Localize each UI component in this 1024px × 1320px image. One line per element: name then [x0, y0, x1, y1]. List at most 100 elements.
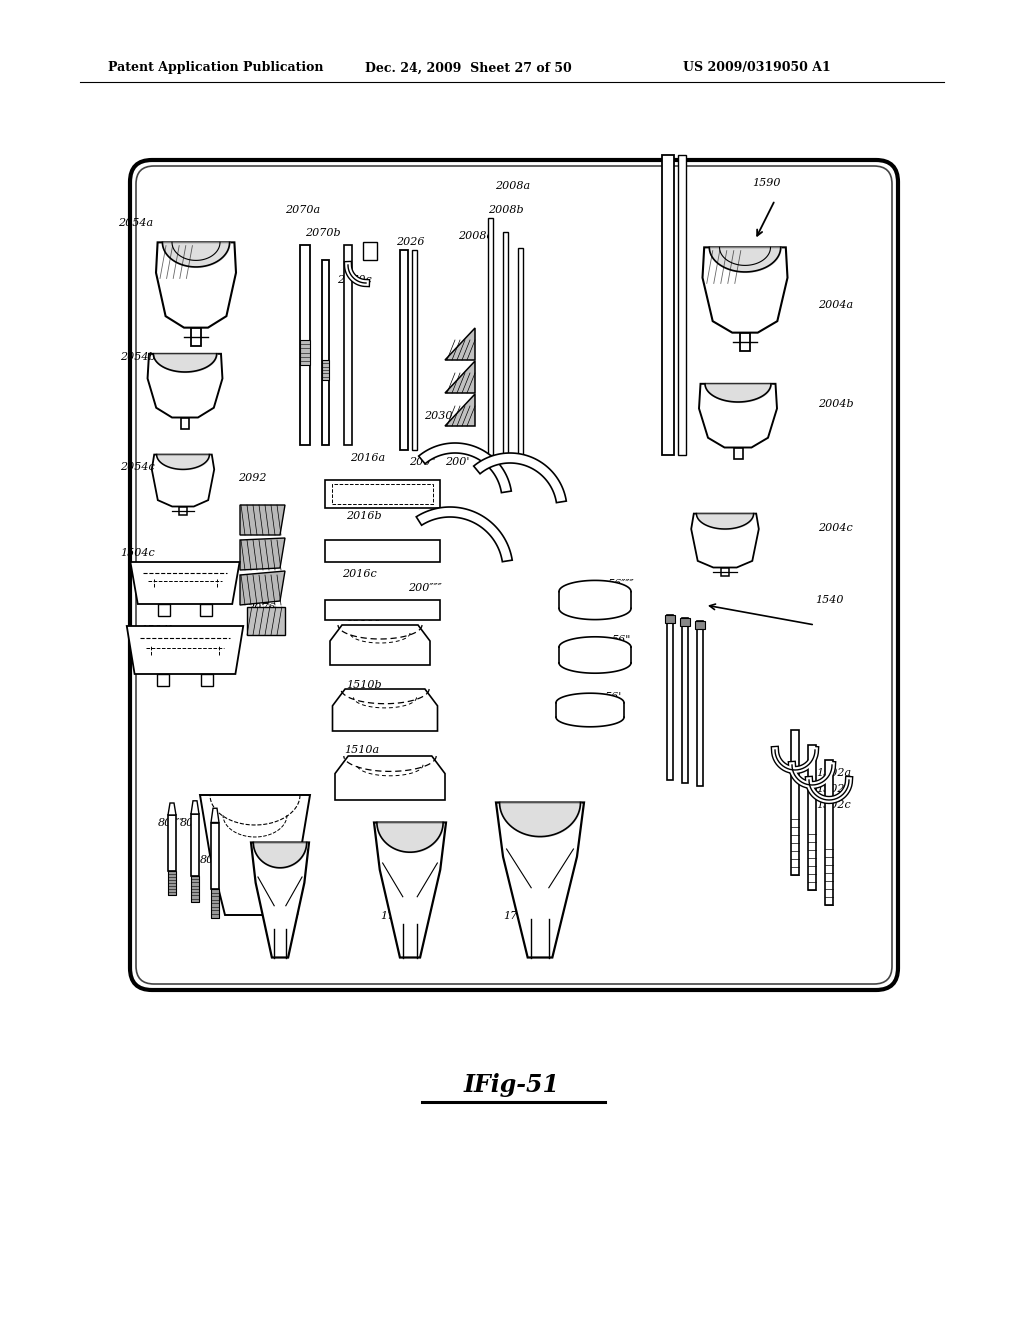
Polygon shape [374, 822, 446, 957]
Polygon shape [168, 803, 176, 814]
Bar [179, 507, 186, 515]
Text: 2008b: 2008b [488, 205, 523, 215]
Bar [322, 260, 329, 445]
Text: 1504c: 1504c [120, 548, 155, 558]
Text: 2054b: 2054b [120, 352, 156, 362]
Text: 2016a: 2016a [350, 453, 385, 463]
Bar [211, 888, 219, 917]
FancyBboxPatch shape [130, 160, 898, 990]
Bar [300, 341, 310, 366]
Text: 2004a: 2004a [818, 300, 853, 310]
Polygon shape [156, 243, 236, 327]
Text: 1540: 1540 [815, 595, 844, 605]
Bar [733, 447, 742, 459]
Bar [825, 760, 833, 906]
Bar [325, 601, 440, 620]
Polygon shape [496, 803, 584, 957]
Text: 80": 80" [180, 818, 200, 828]
Text: 2016c: 2016c [342, 569, 377, 579]
Polygon shape [419, 444, 511, 492]
Text: 56": 56" [612, 635, 632, 645]
Text: 2070a: 2070a [285, 205, 321, 215]
Text: 1510b: 1510b [346, 680, 382, 690]
Bar [362, 242, 377, 260]
Text: 2016b: 2016b [346, 511, 382, 521]
Text: 1510a: 1510a [344, 744, 379, 755]
Text: 1504b: 1504b [140, 624, 176, 635]
Text: 80': 80' [200, 855, 217, 865]
Text: 200': 200' [445, 457, 469, 467]
Bar [680, 618, 690, 626]
Polygon shape [147, 354, 222, 417]
Text: 1700c: 1700c [264, 911, 299, 921]
Text: 1700a: 1700a [503, 911, 539, 921]
Bar [517, 248, 522, 455]
Text: 1700b: 1700b [380, 911, 416, 921]
Bar [487, 218, 493, 455]
Polygon shape [474, 453, 566, 503]
Text: 2008a: 2008a [495, 181, 530, 191]
Text: Dec. 24, 2009  Sheet 27 of 50: Dec. 24, 2009 Sheet 27 of 50 [365, 62, 571, 74]
Polygon shape [240, 572, 285, 605]
Text: IFig-51: IFig-51 [464, 1073, 560, 1097]
Bar [740, 333, 751, 351]
Bar [322, 360, 329, 380]
Text: 1502a: 1502a [816, 768, 851, 777]
Bar [697, 620, 703, 785]
Bar [412, 249, 417, 450]
Text: 56″″″: 56″″″ [608, 579, 635, 589]
Bar [191, 327, 201, 346]
Bar [791, 730, 799, 875]
Polygon shape [445, 393, 475, 426]
Text: Patent Application Publication: Patent Application Publication [108, 62, 324, 74]
Text: 2026: 2026 [396, 238, 425, 247]
Text: 2076: 2076 [247, 603, 275, 612]
Text: 2004c: 2004c [818, 523, 853, 533]
Polygon shape [330, 624, 430, 665]
Bar [667, 615, 673, 780]
Polygon shape [335, 756, 445, 800]
Bar [300, 246, 310, 445]
Text: 80″″″: 80″″″ [158, 818, 184, 828]
Bar [678, 154, 686, 455]
Polygon shape [191, 801, 199, 814]
Bar [662, 154, 674, 455]
Text: 2030: 2030 [424, 411, 453, 421]
Text: 1502b: 1502b [816, 784, 852, 795]
Text: 2008c: 2008c [458, 231, 493, 242]
Polygon shape [445, 327, 475, 360]
Bar [344, 246, 352, 445]
Text: 1504a: 1504a [261, 828, 296, 838]
Bar [325, 540, 440, 562]
Bar [191, 875, 199, 902]
Bar [695, 620, 705, 630]
Bar [168, 814, 176, 871]
Polygon shape [333, 689, 437, 731]
Text: US 2009/0319050 A1: US 2009/0319050 A1 [683, 62, 830, 74]
Polygon shape [699, 384, 777, 447]
Text: 56': 56' [605, 692, 623, 702]
Text: 1510c: 1510c [346, 612, 381, 623]
Bar [400, 249, 408, 450]
Text: 2054c: 2054c [120, 462, 155, 473]
Bar [191, 814, 199, 875]
Polygon shape [130, 562, 240, 605]
Text: 200″″″: 200″″″ [408, 583, 441, 593]
Text: 200": 200" [409, 457, 435, 467]
Bar [325, 480, 440, 508]
Polygon shape [691, 513, 759, 568]
Text: 2092: 2092 [238, 473, 266, 483]
Bar [503, 232, 508, 455]
Bar [808, 744, 816, 890]
Bar [721, 568, 729, 577]
Text: 1502c: 1502c [816, 800, 851, 810]
Polygon shape [445, 360, 475, 393]
Polygon shape [240, 539, 285, 570]
Polygon shape [251, 842, 309, 957]
Polygon shape [127, 626, 244, 675]
Bar [200, 605, 212, 616]
Text: 1590: 1590 [752, 178, 780, 187]
Text: 2070b: 2070b [305, 228, 341, 238]
Polygon shape [200, 795, 310, 915]
Bar [247, 607, 285, 635]
